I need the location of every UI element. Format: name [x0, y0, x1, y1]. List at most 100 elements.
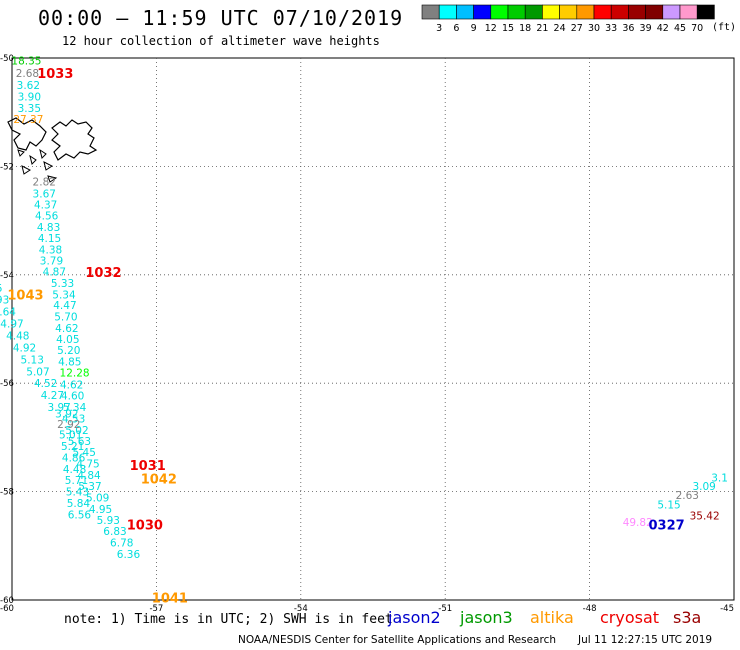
longitude-label: -45	[720, 604, 734, 614]
generated-timestamp: Jul 11 12:27:15 UTC 2019	[578, 634, 713, 646]
wave-height-value: 3.92	[55, 409, 78, 421]
wave-height-value: 4.37	[34, 199, 57, 211]
wave-height-value: 5.15	[657, 500, 680, 512]
wave-height-value: 4.60	[61, 391, 84, 403]
wave-height-value: 3.90	[18, 91, 41, 103]
wave-height-value: 4.38	[39, 244, 62, 256]
pressure-label: 1043	[7, 288, 43, 303]
scale-tick-label: 30	[588, 23, 600, 34]
scale-swatch	[507, 4, 526, 20]
scale-swatch	[645, 4, 664, 20]
wave-height-value: 3.67	[33, 189, 56, 201]
color-scale-unit: (ft)	[712, 22, 737, 33]
scale-tick-label: 24	[554, 23, 566, 34]
latitude-label: -50	[0, 54, 14, 64]
wave-height-value: 3.35	[18, 103, 41, 115]
wave-height-value: 3.62	[17, 80, 40, 92]
wave-height-value: 4.53	[62, 413, 85, 425]
scale-tick-label: 45	[674, 23, 686, 34]
latitude-label: -54	[0, 271, 14, 281]
wave-height-value: 3.85	[0, 283, 3, 295]
wave-height-value: 5.01	[59, 430, 82, 442]
legend-altika: altika	[530, 608, 574, 627]
scale-swatch	[473, 4, 492, 20]
pressure-label: 0327	[649, 519, 685, 534]
scale-swatch	[610, 4, 629, 20]
latitude-label: -56	[0, 379, 14, 389]
wave-height-value: 3.09	[692, 481, 715, 493]
wave-height-value: 3.1	[711, 473, 728, 485]
wave-height-value: 4.75	[76, 458, 99, 470]
wave-height-value: 5.37	[78, 481, 101, 493]
wave-height-value: 4.62	[60, 379, 83, 391]
wave-height-value: 4.84	[77, 470, 101, 482]
wave-height-value: 5.71	[65, 475, 88, 487]
wave-height-value: 5.21	[61, 441, 84, 453]
wave-height-value: 4.97	[0, 319, 23, 331]
latitude-label: -60	[0, 596, 14, 606]
lat-lon-grid: -50 -52 -54 -56 -58 -60-60 -57 -54 -51 -48 -45	[0, 54, 735, 614]
wave-height-value: 6.83	[103, 526, 126, 538]
wave-height-value: 5.63	[68, 436, 91, 448]
scale-tick-label: 36	[622, 23, 634, 34]
wave-height-value: 27.37	[13, 114, 43, 126]
wave-height-value: 5.93	[97, 515, 120, 527]
wave-height-value: 18.35	[11, 56, 41, 68]
footer-note: note: 1) Time is in UTC; 2) SWH is in fe…	[64, 612, 393, 627]
wave-height-value: 4.85	[58, 357, 81, 369]
wave-height-value: 5.45	[73, 447, 96, 459]
wave-height-value: 2.68	[16, 68, 39, 80]
coastline-islets	[17, 148, 58, 183]
scale-tick-label: 18	[519, 23, 531, 34]
scale-tick-label: 42	[657, 23, 669, 34]
wave-height-value: 6.78	[110, 538, 133, 550]
wave-height-value: 4.86	[62, 452, 86, 464]
map-subtitle: 12 hour collection of altimeter wave hei…	[62, 34, 380, 48]
scale-swatch	[679, 4, 698, 20]
scale-tick-label: 70	[691, 23, 703, 34]
pressure-label: 1031	[130, 459, 166, 474]
color-scale: 3 6 9 12 15 18 21 24 27 30 33 36 39 42 45 70	[421, 4, 715, 34]
legend-jason3: jason3	[460, 608, 513, 627]
wave-height-value: 5.33	[51, 278, 74, 290]
wave-height-value: 4.83	[37, 222, 60, 234]
pressure-label: 1033	[37, 67, 73, 82]
wave-height-value: 3.97	[47, 402, 70, 414]
scale-tick-label: 3	[436, 23, 442, 34]
wave-height-value: 4.62	[55, 323, 78, 335]
wave-height-value: 4.48	[6, 331, 29, 343]
scale-tick-label: 6	[453, 23, 459, 34]
wave-height-value: 5.34	[63, 402, 87, 414]
wave-height-value: 5.09	[86, 493, 109, 505]
wave-height-value: 4.92	[13, 342, 36, 354]
wave-height-value: 4.05	[56, 334, 79, 346]
longitude-label: -60	[0, 604, 14, 614]
longitude-label: -51	[438, 604, 452, 614]
pressure-label: 1030	[127, 519, 163, 534]
longitude-label: -48	[583, 604, 597, 614]
legend-cryosat: cryosat	[600, 608, 660, 627]
scale-tick-label: 9	[471, 23, 477, 34]
longitude-label: -57	[149, 604, 163, 614]
scale-tick-label: 15	[502, 23, 514, 34]
pressure-label: 1032	[85, 266, 121, 281]
wave-height-value: 2.92	[57, 419, 80, 431]
scale-swatch	[438, 4, 457, 20]
wave-height-value: 5.34	[52, 289, 76, 301]
scale-tick-label: 33	[605, 23, 617, 34]
scale-swatch	[524, 4, 543, 20]
scale-swatch	[559, 4, 578, 20]
scale-swatch	[421, 4, 440, 20]
pressure-label: 1041	[152, 591, 188, 606]
scale-swatch	[593, 4, 612, 20]
scale-tick-label: 21	[536, 23, 548, 34]
scale-tick-label: 39	[640, 23, 652, 34]
wave-height-value: 2.82	[33, 177, 56, 189]
wave-height-value: 4.27	[41, 390, 64, 402]
wave-height-value: 3.79	[40, 256, 63, 268]
wave-height-value: 5.43	[66, 487, 89, 499]
map-title: 00:00 – 11:59 UTC 07/10/2019	[38, 6, 404, 30]
wave-height-value: 4.52	[34, 378, 57, 390]
